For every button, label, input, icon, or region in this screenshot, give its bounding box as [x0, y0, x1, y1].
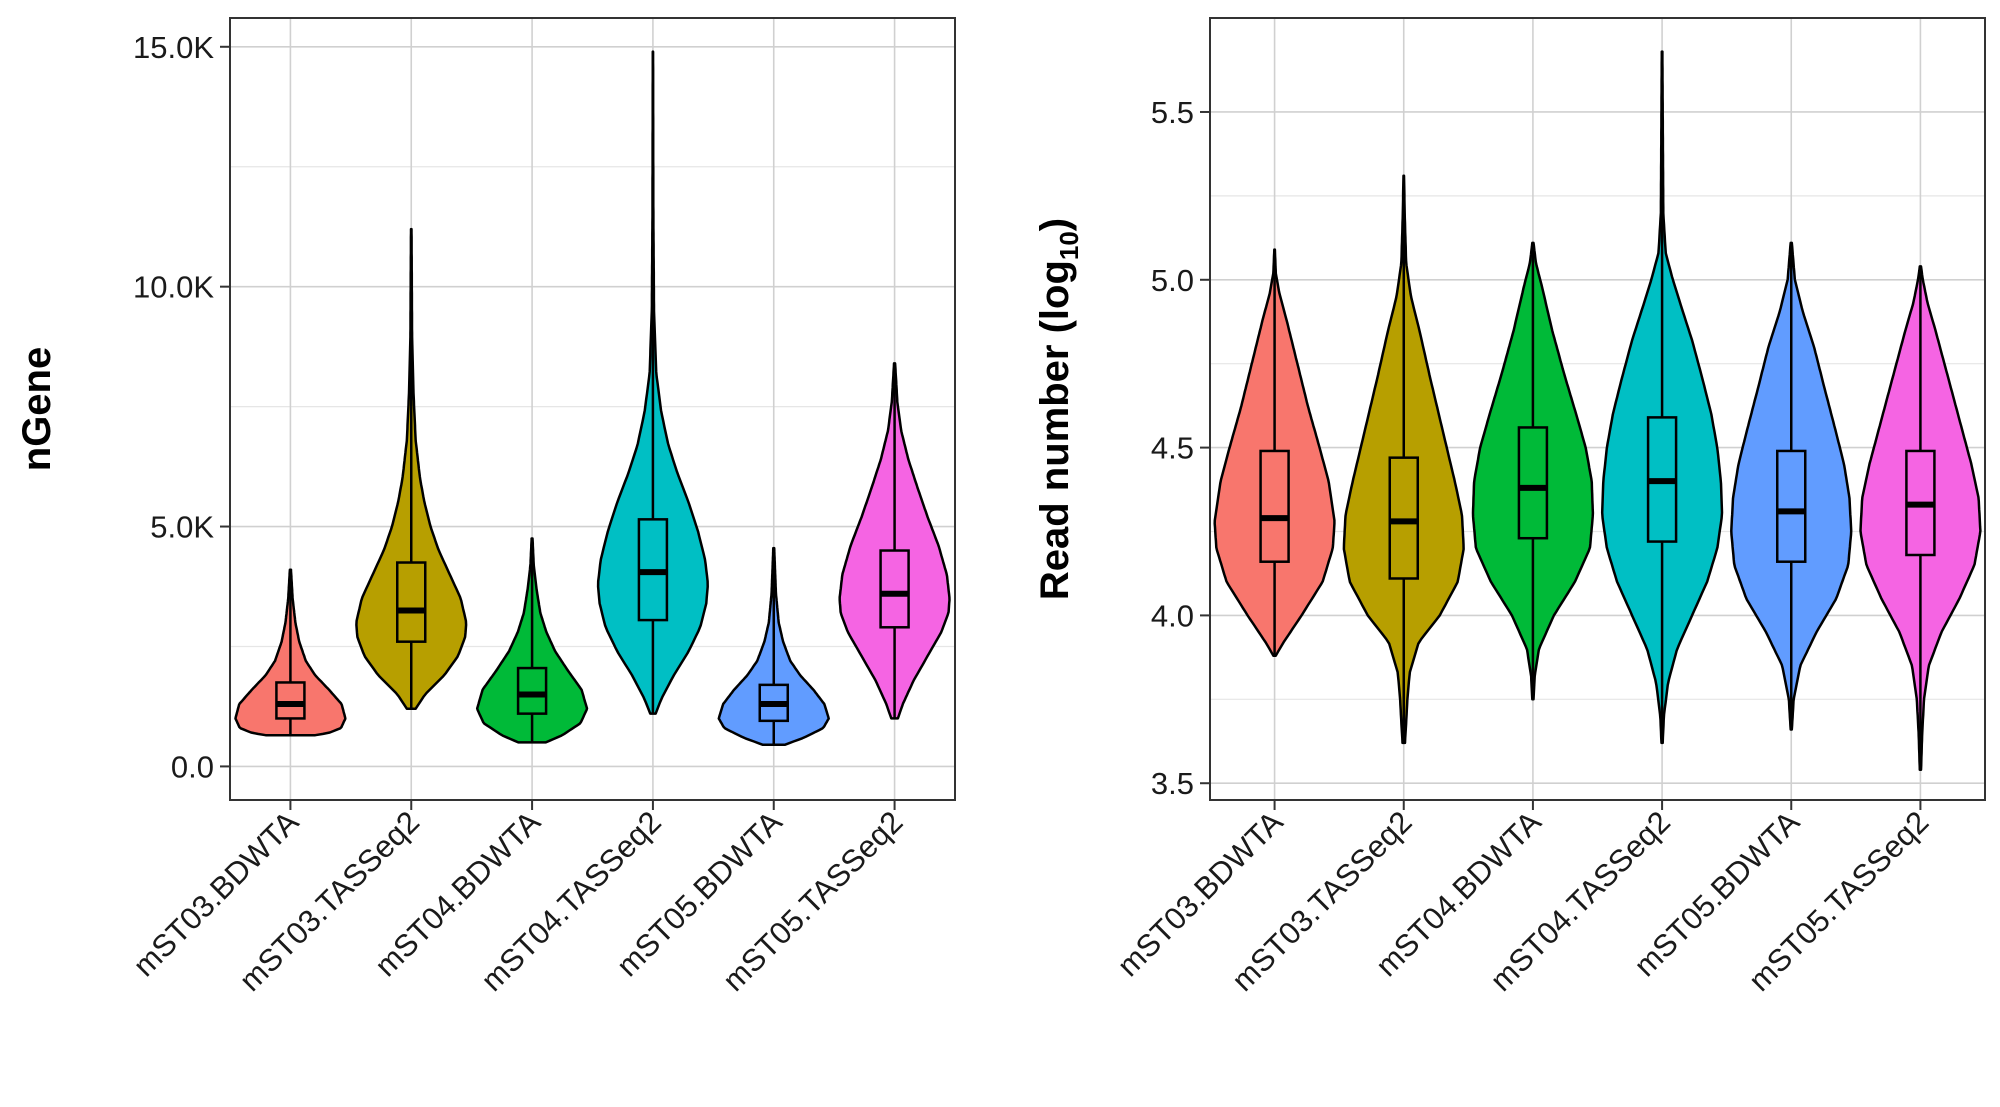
- y-tick-label: 5.5: [1151, 95, 1194, 130]
- plot-background: [1210, 18, 1985, 800]
- box-iqr: [275, 681, 306, 720]
- violin-mST04.BDWTA: [1471, 241, 1595, 701]
- violin-mST05.TASSeq2: [1859, 265, 1982, 772]
- violin-mST05.BDWTA: [1730, 241, 1853, 731]
- y-axis-title-main: Read number: [1033, 345, 1077, 601]
- box-iqr: [1517, 426, 1549, 540]
- y-tick-label: 3.5: [1151, 766, 1194, 801]
- box-iqr: [516, 666, 548, 715]
- box-iqr: [1776, 449, 1807, 563]
- ngene-violin-panel: 0.05.0K10.0K15.0KmST03.BDWTAmST03.TASSeq…: [15, 17, 956, 998]
- y-tick-label: 15.0K: [133, 30, 214, 65]
- y-tick-label: 10.0K: [133, 270, 214, 305]
- box-iqr: [396, 561, 427, 643]
- plot-background: [230, 18, 955, 800]
- box-iqr: [1259, 449, 1290, 563]
- y-axis-title-log: (log: [1033, 260, 1077, 344]
- y-axis-title: Read number (log10): [1033, 218, 1084, 600]
- box-iqr: [1388, 456, 1419, 580]
- violin-mST03.BDWTA: [234, 568, 347, 737]
- violin-mST04.BDWTA: [475, 537, 589, 744]
- violin-mST03.BDWTA: [1213, 248, 1336, 657]
- violin-mST03.TASSeq2: [355, 227, 468, 711]
- y-tick-label: 4.5: [1151, 431, 1194, 466]
- y-axis-title-subscript: 10: [1054, 231, 1084, 260]
- y-tick-label: 0.0: [171, 749, 214, 784]
- violin-mST05.TASSeq2: [838, 362, 951, 720]
- box-iqr: [879, 549, 910, 629]
- y-tick-label: 5.0K: [150, 510, 214, 545]
- y-axis-title-close: ): [1033, 218, 1077, 231]
- y-axis-title-main: nGene: [15, 347, 59, 471]
- y-tick-label: 5.0: [1151, 263, 1194, 298]
- violin-mST05.BDWTA: [717, 546, 830, 747]
- read-number-violin-panel: 3.54.04.55.05.5mST03.BDWTAmST03.TASSeq2m…: [1033, 17, 1986, 998]
- y-tick-label: 4.0: [1151, 598, 1194, 633]
- violin-mST04.TASSeq2: [1600, 50, 1724, 745]
- violin-mST03.TASSeq2: [1342, 174, 1465, 745]
- violin-mST04.TASSeq2: [596, 50, 709, 715]
- panel-border: [1209, 17, 1986, 801]
- panel-border: [229, 17, 956, 801]
- y-axis-title: nGene: [15, 347, 59, 471]
